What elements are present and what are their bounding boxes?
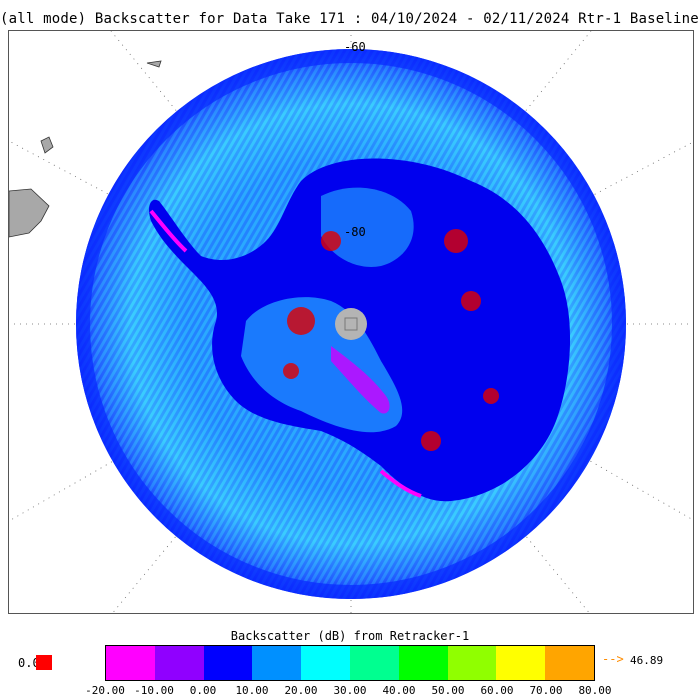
colorbar-segment-8 (496, 646, 546, 680)
colorbar-segment-0 (106, 646, 155, 680)
lat-label-80: -80 (344, 225, 366, 239)
colorbar (105, 645, 595, 681)
below-range-swatch (36, 655, 52, 670)
colorbar-segment-9 (545, 646, 594, 680)
south-america-land (9, 188, 50, 238)
ice-shelf-magenta (331, 346, 390, 414)
colorbar-segment-5 (349, 646, 399, 680)
east-antarctica-lightzone (321, 187, 414, 267)
pole-hole (335, 308, 367, 340)
colorbar-tick-label: 0.00 (189, 684, 217, 697)
colorbar-tick-label: 60.00 (480, 684, 514, 697)
colorbar-title: Backscatter (dB) from Retracker-1 (230, 629, 470, 643)
island-small (146, 60, 162, 68)
colorbar-segment-7 (447, 646, 497, 680)
map-frame[interactable]: -60 -80 (8, 30, 694, 614)
colorbar-segment-6 (398, 646, 448, 680)
red-speckle-zone (283, 229, 499, 451)
outer-ring (76, 49, 626, 599)
polar-map[interactable]: -60 -80 (9, 31, 694, 614)
map-title: (all mode) Backscatter for Data Take 171… (0, 11, 700, 27)
colorbar-tick-label: 80.00 (578, 684, 612, 697)
colorbar-tick-label: -10.00 (134, 684, 174, 697)
peninsula-edge-magenta (149, 209, 188, 253)
island-land (40, 136, 54, 154)
above-range-label: 46.89 (630, 654, 664, 667)
above-range-arrow: --> (602, 652, 624, 666)
colorbar-tick-label: 30.00 (333, 684, 367, 697)
lat-label-60: -60 (344, 40, 366, 54)
pole-marker (344, 317, 358, 331)
colorbar-tick-label: 50.00 (431, 684, 465, 697)
colorbar-tick-label: 70.00 (529, 684, 563, 697)
below-range-label: 0.0 (18, 656, 40, 670)
coast-edge-magenta (379, 469, 422, 498)
colorbar-segment-1 (154, 646, 204, 680)
colorbar-tick-label: 20.00 (284, 684, 318, 697)
colorbar-segment-3 (252, 646, 302, 680)
colorbar-segment-4 (301, 646, 350, 680)
colorbar-segment-2 (203, 646, 253, 680)
colorbar-tick-label: 10.00 (235, 684, 269, 697)
colorbar-tick-label: -20.00 (85, 684, 125, 697)
colorbar-tick-label: 40.00 (382, 684, 416, 697)
